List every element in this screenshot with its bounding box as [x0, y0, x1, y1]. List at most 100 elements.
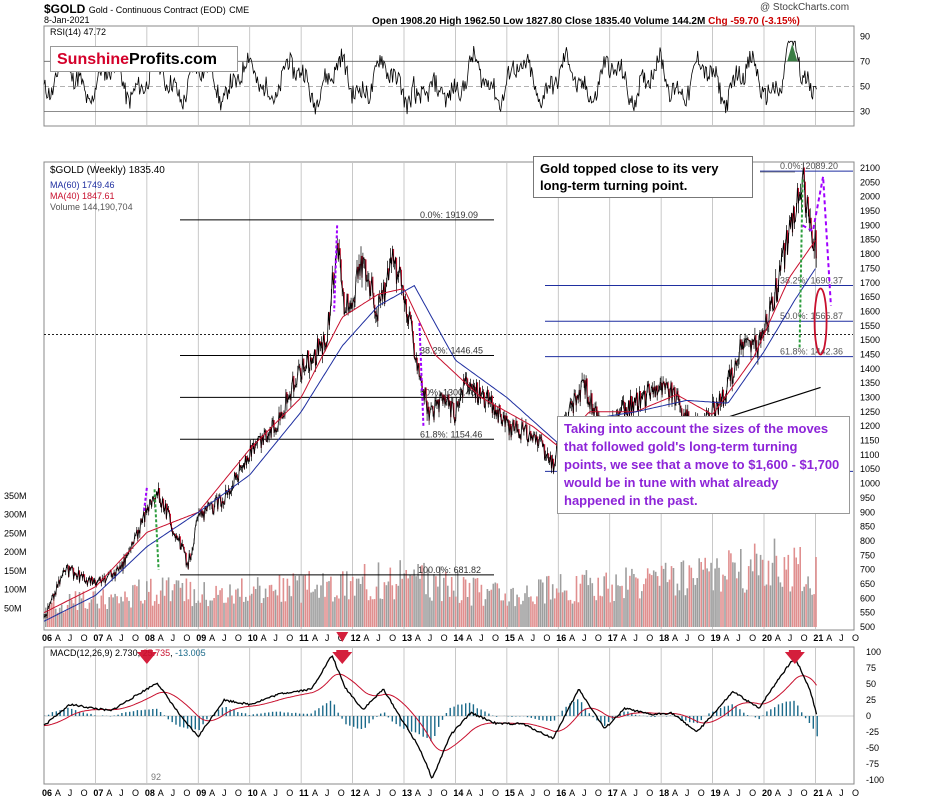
x-label-bottom-26: J: [376, 788, 381, 798]
volume-bar: [243, 601, 245, 627]
macd-hist-bar: [801, 712, 803, 716]
volume-bar: [793, 547, 796, 627]
volume-bar: [569, 599, 572, 627]
x-label-bottom-29: A: [415, 788, 421, 798]
volume-bar: [728, 550, 730, 627]
macd-hist-bar: [63, 709, 65, 716]
macd-hist-bar: [136, 710, 139, 716]
volume-bar: [607, 588, 609, 627]
volume-bar: [344, 595, 346, 627]
macd-tick-100: 100: [866, 647, 881, 657]
volume-bar: [645, 578, 647, 627]
macd-hist-bar: [592, 716, 594, 718]
macd-hist-bar: [395, 716, 397, 725]
macd-hist-bar: [156, 708, 158, 716]
volume-bar: [740, 549, 742, 627]
macd-hist-bar: [341, 716, 343, 719]
volume-bar: [130, 607, 132, 627]
macd-line: [43, 655, 818, 779]
volume-bar: [575, 576, 578, 627]
volume-bar: [150, 578, 152, 627]
x-label-bottom-30: J: [428, 788, 433, 798]
volume-bar: [452, 590, 455, 627]
volume-bar: [742, 588, 744, 627]
price-tick-600: 600: [860, 593, 875, 603]
macd-hist-bar: [607, 716, 610, 723]
x-label-top-34: J: [479, 633, 484, 643]
macd-hist-bar: [407, 716, 409, 730]
x-label-top-46: J: [633, 633, 638, 643]
volume-bar: [288, 585, 291, 627]
volume-bar: [361, 576, 364, 627]
x-label-bottom-41: A: [569, 788, 575, 798]
macd-hist-bar: [665, 716, 668, 717]
volume-bar: [809, 588, 811, 627]
x-label-top-50: J: [685, 633, 690, 643]
price-tick-1750: 1750: [860, 263, 880, 273]
macd-hist-bar: [793, 700, 795, 716]
volume-bar: [518, 597, 520, 627]
volume-bar: [397, 585, 400, 627]
volume-bar: [411, 575, 413, 627]
volume-bar: [435, 576, 437, 627]
volume-bar: [656, 576, 659, 627]
instrument-name: Gold - Continuous Contract (EOD): [88, 5, 226, 15]
volume-bar: [300, 602, 302, 627]
volume-bar: [593, 595, 596, 627]
macd-hist-bar: [264, 712, 266, 716]
volume-bar: [235, 589, 237, 627]
macd-hist-bar: [117, 714, 119, 716]
volume-bar: [724, 575, 726, 627]
volume-bar: [508, 601, 510, 627]
macd-hist-bar: [573, 701, 575, 716]
volume-bar: [185, 578, 188, 627]
volume-bar: [179, 587, 182, 627]
volume-bar: [694, 584, 697, 627]
price-line: [43, 167, 817, 618]
volume-bar: [500, 600, 502, 627]
volume-bar: [781, 586, 784, 627]
macd-hist-bar: [333, 704, 336, 716]
volume-bar: [338, 598, 340, 627]
macd-hist-bar: [623, 711, 625, 716]
rsi-tick-70: 70: [860, 56, 870, 66]
x-label-bottom-13: A: [209, 788, 215, 798]
fib-label-3: 61.8%: 1154.46: [420, 429, 482, 439]
x-label-bottom-53: A: [723, 788, 729, 798]
macd-hist-bar: [252, 714, 254, 716]
x-label-bottom-36: 15: [505, 788, 515, 798]
volume-bar: [258, 585, 261, 627]
volume-bar: [445, 571, 447, 627]
volume-bar: [249, 595, 251, 627]
x-label-bottom-3: O: [81, 788, 88, 798]
macd-hist-bar: [611, 716, 614, 720]
price-tick-1000: 1000: [860, 479, 880, 489]
volume-bar: [538, 579, 540, 627]
volume-bar: [207, 606, 209, 627]
volume-bar: [565, 590, 568, 627]
macd-hist-bar: [689, 716, 691, 723]
volume-bar: [322, 573, 324, 627]
x-label-bottom-38: J: [531, 788, 536, 798]
x-label-top-51: O: [698, 633, 705, 643]
price-tick-2050: 2050: [860, 177, 880, 187]
volume-bar: [520, 604, 522, 627]
volume-bar: [437, 586, 439, 627]
volume-bar: [314, 589, 316, 627]
x-label-bottom-14: J: [222, 788, 227, 798]
volume-tick-300M: 300M: [4, 510, 27, 520]
volume-bar: [462, 577, 465, 627]
x-label-bottom-48: 18: [659, 788, 669, 798]
volume-bar: [698, 558, 700, 627]
ma60-legend: MA(60) 1749.46: [50, 180, 115, 190]
macd-hist-bar: [113, 715, 115, 716]
macd-hist-bar: [727, 705, 729, 716]
price-tick-2000: 2000: [860, 192, 880, 202]
macd-hist-bar: [816, 716, 818, 737]
macd-hist-bar: [781, 703, 784, 716]
volume-bar: [797, 564, 799, 627]
macd-hist-bar: [129, 711, 131, 716]
copyright[interactable]: @ StockCharts.com: [760, 2, 850, 13]
fibblue-label-0: 0.0%: 2089.20: [780, 161, 838, 171]
volume-bar: [547, 575, 550, 627]
